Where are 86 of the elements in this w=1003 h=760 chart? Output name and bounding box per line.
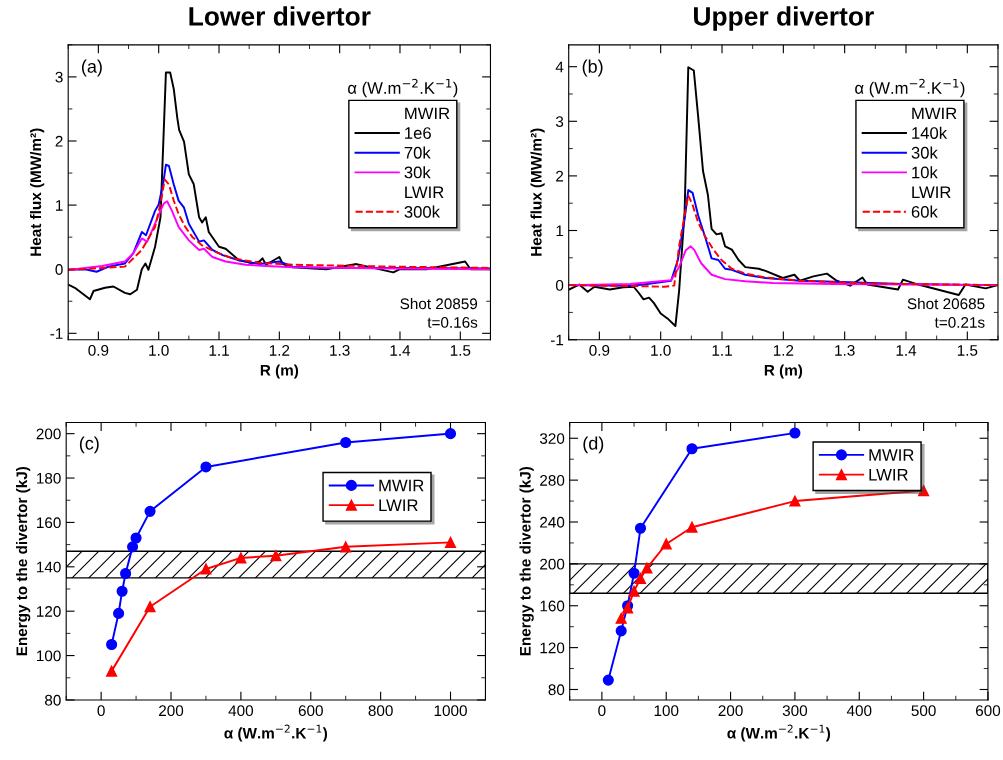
y-tick-label: -1: [50, 328, 63, 339]
y-tick-label: 160: [540, 600, 565, 612]
x-tick-label: 0.9: [88, 344, 109, 356]
x-tick-label: 300: [782, 705, 808, 717]
y-tick-label: 4: [555, 61, 564, 73]
y-tick-label: 2: [556, 170, 564, 182]
annotation: MWIR: [405, 107, 450, 120]
x-tick-label: 0: [97, 705, 105, 717]
x-tick-label: 200: [159, 705, 184, 717]
x-tick-label: 800: [368, 705, 393, 717]
x-tick-label: 1.5: [450, 345, 471, 356]
legend-label: MWIR: [869, 449, 914, 461]
x-tick-label: 1.4: [896, 345, 917, 356]
annotation: Shot 20685 t=0.21s: [907, 297, 985, 328]
legend-label: 70k: [404, 146, 431, 159]
y-tick-label: 280: [540, 475, 565, 486]
y-tick-label: 180: [37, 472, 61, 484]
y-tick-label: 80: [45, 694, 61, 706]
y-tick-label: 2: [55, 135, 63, 147]
y-tick-label: 80: [548, 684, 565, 696]
x-tick-label: 1.2: [773, 344, 794, 356]
legend-label: MWIR: [379, 479, 424, 492]
x-tick-label: 1.1: [209, 345, 229, 356]
x-axis-title: R (m): [260, 364, 299, 379]
legend-title: α (W.m$^{−2}$.K$^{−1}$): [855, 78, 965, 98]
x-tick-label: 1000: [434, 705, 467, 717]
y-tick-label: 200: [36, 428, 61, 440]
y-tick-label: 320: [539, 433, 565, 444]
y-tick-label: 1: [56, 200, 63, 211]
x-tick-label: 1.3: [330, 344, 350, 356]
x-tick-label: 1.0: [651, 344, 671, 356]
x-axis-title: α (W.m$^{−2}$.K$^{−1}$): [727, 724, 831, 742]
annotation: MWIR: [912, 107, 957, 120]
y-tick-label: -1: [550, 334, 564, 346]
y-tick-label: 3: [55, 71, 63, 83]
legend-label: 60k: [911, 205, 938, 218]
x-tick-label: 100: [654, 705, 679, 717]
legend-label: 30k: [911, 146, 938, 159]
annotation: (a): [81, 59, 102, 77]
legend-label: 140k: [912, 126, 948, 139]
x-tick-label: 400: [228, 705, 254, 717]
x-tick-label: 1.4: [390, 345, 411, 356]
x-tick-label: 500: [911, 705, 936, 717]
y-tick-label: 100: [37, 650, 61, 662]
x-tick-label: 400: [846, 705, 872, 717]
y-tick-label: 0: [55, 264, 63, 275]
y-axis-title: Energy to the divertor (kJ): [519, 466, 534, 656]
x-tick-label: 1.5: [957, 345, 978, 356]
chart-title: Lower divertor: [189, 6, 371, 26]
legend-label: 300k: [404, 205, 441, 218]
chart-title: Upper divertor: [694, 6, 874, 31]
y-tick-label: 240: [540, 516, 565, 528]
y-tick-label: 0: [555, 279, 564, 291]
legend-label: 10k: [912, 166, 938, 179]
annotation: (d): [583, 436, 604, 454]
x-tick-label: 1.1: [712, 345, 732, 356]
x-tick-label: 600: [298, 705, 323, 717]
legend-label: LWIR: [869, 468, 908, 481]
y-tick-label: 120: [37, 606, 61, 617]
x-tick-label: 200: [718, 705, 743, 717]
annotation: LWIR: [405, 186, 444, 198]
y-axis-title: Heat flux (MW/m²): [530, 128, 545, 256]
legend-label: 30k: [404, 166, 431, 179]
legend-label: LWIR: [379, 499, 418, 511]
y-tick-label: 1: [556, 225, 564, 237]
x-tick-label: 1.0: [149, 344, 169, 356]
x-tick-label: 0: [598, 705, 606, 717]
legend-label: 1e6: [405, 127, 431, 139]
y-tick-label: 200: [540, 558, 565, 570]
annotation: LWIR: [912, 186, 951, 198]
x-tick-label: 1.3: [835, 344, 855, 356]
annotation: (b): [582, 59, 603, 77]
x-axis-title: α (W.m$^{−2}$.K$^{−1}$): [224, 724, 328, 742]
y-tick-label: 140: [37, 561, 61, 573]
annotation: Shot 20859 t=0.16s: [400, 297, 478, 328]
annotation: (c): [79, 436, 99, 454]
legend-title: α (W.m$^{−2}$.K$^{−1}$): [348, 78, 458, 98]
x-tick-label: 0.9: [589, 344, 610, 356]
x-tick-label: 1.2: [269, 344, 290, 356]
y-tick-label: 3: [555, 116, 564, 127]
y-tick-label: 160: [37, 517, 61, 529]
y-axis-title: Heat flux (MW/m²): [29, 128, 45, 256]
x-axis-title: R (m): [764, 364, 803, 379]
y-axis-title: Energy to the divertor (kJ): [15, 466, 31, 656]
x-tick-label: 600: [975, 705, 1001, 717]
y-tick-label: 120: [540, 642, 565, 654]
